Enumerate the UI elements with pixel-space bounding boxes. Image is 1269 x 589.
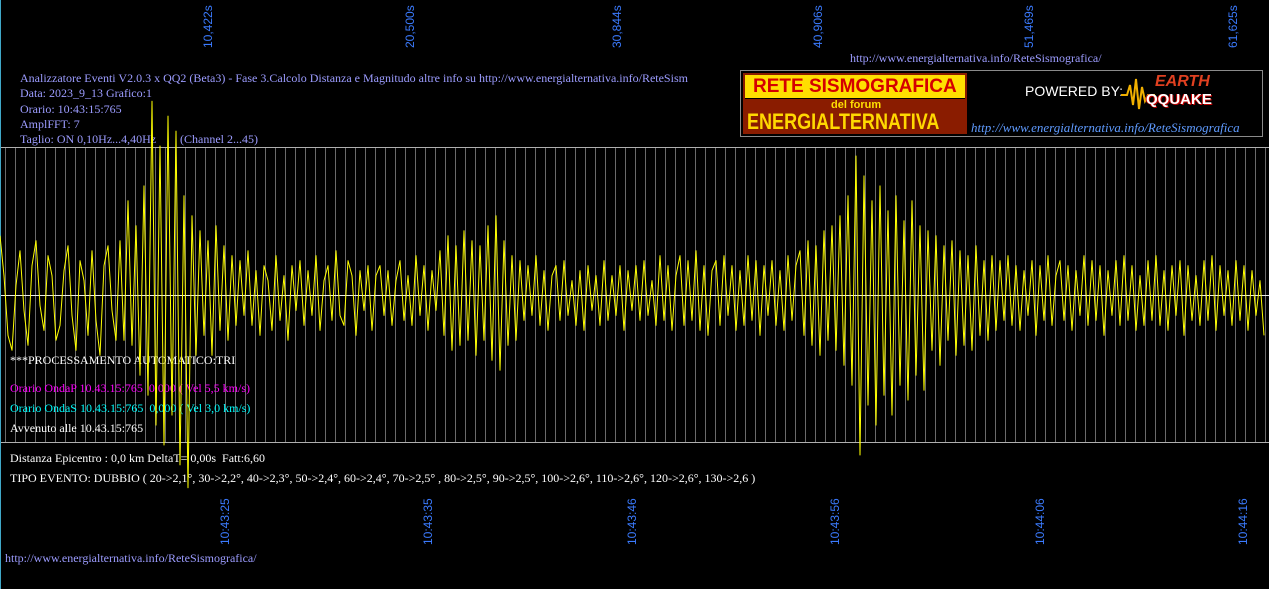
top-axis-tick-label: 20,500s bbox=[403, 5, 417, 48]
logo-forum-name: ENERGIALTERNATIVA bbox=[747, 109, 940, 134]
bottom-axis-tick-label: 10:44:16 bbox=[1236, 498, 1250, 545]
event-time: Avvenuto alle 10.43.15:765 bbox=[10, 421, 144, 435]
top-axis-tick-label: 61,625s bbox=[1225, 5, 1240, 48]
powered-by-label: POWERED BY: bbox=[1025, 83, 1124, 99]
logo-url: http://www.energialternativa.info/ReteSi… bbox=[971, 120, 1240, 135]
logo-title-bar: RETE SISMOGRAFICA bbox=[745, 75, 965, 99]
bottom-axis-tick-label: 10:44:06 bbox=[1033, 498, 1047, 545]
seismograph-wave-icon bbox=[1121, 78, 1155, 110]
footer-url: http://www.energialternativa.info/ReteSi… bbox=[5, 551, 257, 565]
info-date: Data: 2023_9_13 Grafico:1 bbox=[20, 86, 152, 100]
bottom-axis-tick-label: 10:43:46 bbox=[625, 498, 639, 545]
processing-label: ***PROCESSAMENTO AUTOMATICO:TRI bbox=[10, 353, 236, 367]
rete-sismografica-logo: RETE SISMOGRAFICA del forum ENERGIALTERN… bbox=[740, 70, 1263, 137]
logo-title: RETE SISMOGRAFICA bbox=[753, 76, 957, 97]
bottom-axis-tick-label: 10:43:35 bbox=[421, 498, 435, 545]
epicenter-distance: Distanza Epicentro : 0,0 km DeltaT= 0,00… bbox=[10, 451, 266, 465]
top-axis-tick-label: 40,906s bbox=[811, 5, 826, 48]
top-axis-tick-label: 51,469s bbox=[1022, 5, 1037, 48]
s-wave-time: Orario OndaS 10.43.15:765 0,000 ( Vel 3,… bbox=[10, 401, 251, 415]
bottom-axis-tick-label: 10:43:25 bbox=[218, 498, 232, 545]
info-channel: (Channel 2...45) bbox=[180, 132, 258, 146]
logo-emblem: RETE SISMOGRAFICA del forum ENERGIALTERN… bbox=[743, 73, 967, 134]
analyzer-title: Analizzatore Eventi V2.0.3 x QQ2 (Beta3)… bbox=[20, 71, 688, 85]
top-axis-tick-label: 10,422s bbox=[201, 5, 216, 48]
top-axis-tick-label: 30,844s bbox=[609, 5, 624, 48]
brand-text-bottom: QQUAKE bbox=[1146, 91, 1212, 108]
p-wave-time: Orario OndaP 10.43.15:765 0,000 ( Vel 5,… bbox=[10, 381, 250, 395]
info-ampl-fft: AmplFFT: 7 bbox=[20, 117, 80, 131]
header-url: http://www.energialternativa.info/ReteSi… bbox=[850, 51, 1102, 65]
brand-text-top: EARTH bbox=[1155, 73, 1210, 90]
bottom-axis-tick-label: 10:43:56 bbox=[828, 498, 842, 545]
event-type: TIPO EVENTO: DUBBIO ( 20->2,1°, 30->2,2°… bbox=[10, 471, 756, 485]
info-time: Orario: 10:43:15:765 bbox=[20, 102, 122, 116]
info-filter: Taglio: ON 0,10Hz...4,40Hz bbox=[20, 132, 157, 146]
